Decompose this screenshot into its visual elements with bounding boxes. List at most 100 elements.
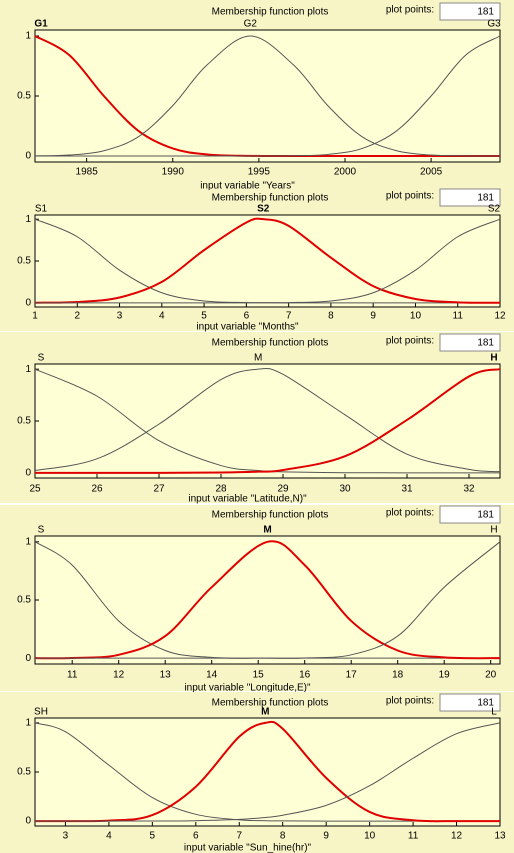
- plot-points-value: 181: [477, 193, 494, 204]
- x-tick-label: 10: [364, 831, 376, 842]
- y-tick-label: 0: [25, 151, 31, 162]
- x-tick-label: 11: [408, 831, 419, 842]
- x-tick-label: 4: [106, 831, 112, 842]
- x-tick-label: 2000: [334, 167, 357, 178]
- x-tick-label: 18: [392, 670, 404, 681]
- y-tick-label: 0: [25, 297, 31, 308]
- mf-label: S: [38, 353, 45, 364]
- x-axis-label: input variable "Months": [196, 322, 299, 333]
- x-axis-label: input variable "Latitude,N)": [188, 494, 307, 505]
- plot-points-box[interactable]: [439, 693, 501, 712]
- x-tick-label: 2005: [420, 167, 443, 178]
- plot-area: [34, 363, 501, 479]
- plot-points-value: 181: [477, 698, 494, 709]
- mf-label: M: [254, 353, 262, 364]
- panel-header: Membership function plots: [212, 338, 329, 349]
- x-tick-label: 19: [439, 670, 451, 681]
- mf-label: H: [490, 353, 497, 364]
- x-tick-label: 8: [280, 831, 286, 842]
- mf-label: G3: [487, 19, 501, 30]
- y-tick-label: 0.5: [17, 256, 31, 267]
- x-tick-label: 13: [160, 670, 172, 681]
- x-tick-label: 6: [244, 311, 250, 322]
- x-tick-label: 3: [117, 311, 123, 322]
- panel-header: Membership function plots: [212, 698, 329, 709]
- mf-label: H: [490, 525, 497, 536]
- x-axis-label: input variable "Years": [200, 181, 295, 192]
- x-tick-label: 1: [32, 311, 38, 322]
- x-tick-label: 9: [370, 311, 376, 322]
- plot-points-box[interactable]: [439, 188, 501, 207]
- x-tick-label: 10: [410, 311, 422, 322]
- y-tick-label: 1: [25, 364, 31, 375]
- x-tick-label: 11: [67, 670, 78, 681]
- membership-curve: [34, 540, 501, 660]
- plot-points-label: plot points:: [386, 696, 434, 707]
- x-tick-label: 2: [74, 311, 80, 322]
- plot-area: [34, 717, 501, 827]
- mf-label: S2: [488, 204, 501, 215]
- membership-curve: [35, 218, 501, 304]
- y-tick-label: 0: [25, 653, 31, 664]
- x-tick-label: 15: [253, 670, 265, 681]
- x-tick-label: 20: [485, 670, 497, 681]
- x-tick-label: 28: [215, 484, 227, 495]
- x-tick-label: 12: [451, 831, 463, 842]
- plot-points-label: plot points:: [386, 191, 434, 202]
- plot-points-value: 181: [477, 7, 494, 18]
- x-tick-label: 25: [29, 484, 41, 495]
- mf-label: SH: [34, 707, 48, 718]
- x-tick-label: 16: [299, 670, 311, 681]
- plot-points-label: plot points:: [386, 5, 434, 16]
- plot-area: [34, 29, 501, 163]
- membership-curve: [34, 367, 501, 473]
- x-tick-label: 14: [206, 670, 218, 681]
- x-tick-label: 17: [346, 670, 358, 681]
- y-tick-label: 1: [25, 214, 31, 225]
- x-axis-label: input variable "Sun_hine(hr)": [184, 843, 312, 853]
- y-tick-label: 1: [25, 718, 31, 729]
- y-tick-label: 0: [25, 467, 31, 478]
- x-tick-label: 5: [201, 311, 207, 322]
- panel-header: Membership function plots: [212, 7, 329, 18]
- y-tick-label: 0.5: [17, 91, 31, 102]
- x-tick-label: 6: [193, 831, 199, 842]
- mf-label: L: [491, 707, 497, 718]
- mf-label: S1: [35, 204, 48, 215]
- membership-curve: [34, 217, 501, 304]
- plot-points-value: 181: [477, 338, 494, 349]
- plot-points-label: plot points:: [386, 336, 434, 347]
- membership-curve: [35, 541, 501, 659]
- mf-label: M: [263, 525, 271, 536]
- plot-area: [34, 214, 501, 308]
- x-tick-label: 1990: [162, 167, 185, 178]
- x-tick-label: 1995: [248, 167, 271, 178]
- x-tick-label: 3: [63, 831, 69, 842]
- plot-points-box[interactable]: [439, 2, 501, 21]
- mf-label: S: [38, 525, 45, 536]
- plot-points-box[interactable]: [439, 505, 501, 524]
- y-tick-label: 1: [25, 536, 31, 547]
- plot-points-box[interactable]: [439, 333, 501, 352]
- x-tick-label: 12: [494, 311, 506, 322]
- plot-points-label: plot points:: [386, 508, 434, 519]
- mf-label: G1: [34, 19, 48, 30]
- x-tick-label: 27: [153, 484, 165, 495]
- plot-points-value: 181: [477, 510, 494, 521]
- y-tick-label: 0.5: [17, 595, 31, 606]
- x-tick-label: 4: [159, 311, 165, 322]
- y-tick-label: 0.5: [17, 416, 31, 427]
- y-tick-label: 0.5: [17, 767, 31, 778]
- x-axis-label: input variable "Longitude,E)": [184, 683, 311, 694]
- plot-area: [34, 535, 501, 665]
- membership-curve: [34, 35, 501, 157]
- x-tick-label: 7: [236, 831, 242, 842]
- x-tick-label: 26: [91, 484, 103, 495]
- x-tick-label: 32: [463, 484, 475, 495]
- x-tick-label: 9: [323, 831, 329, 842]
- y-tick-label: 1: [25, 31, 31, 42]
- mf-label: M: [261, 707, 269, 718]
- x-tick-label: 31: [401, 484, 413, 495]
